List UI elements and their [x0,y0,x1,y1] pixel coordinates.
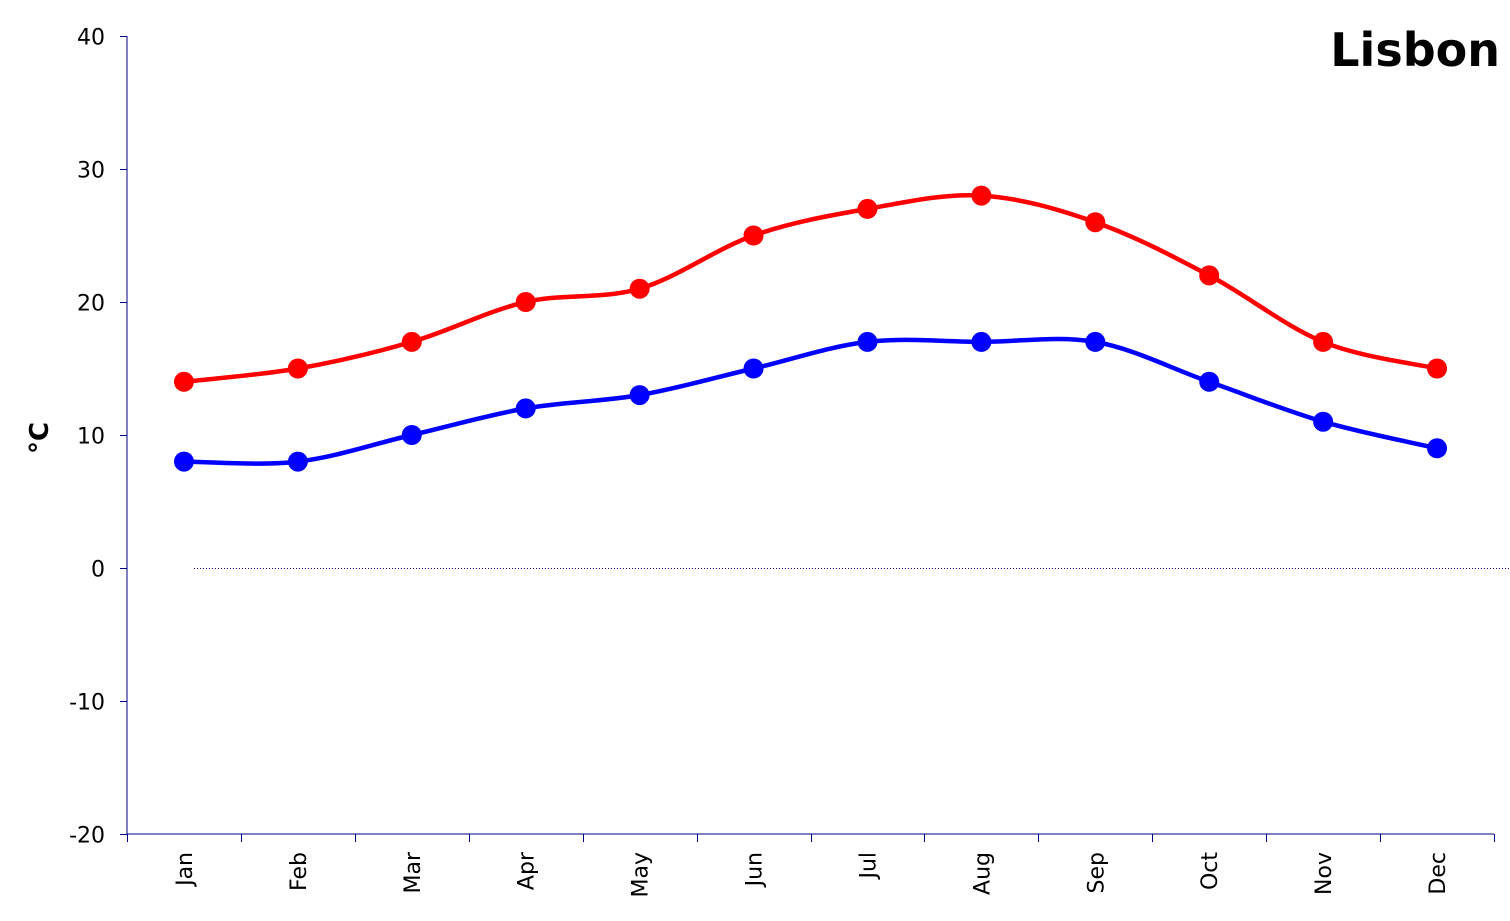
data-point [1313,331,1334,352]
data-point [173,451,194,472]
x-tick-label: Jun [743,852,768,888]
x-tick-label: Aug [970,852,995,895]
data-point [971,331,992,352]
data-point [971,185,992,206]
data-point [515,398,536,419]
x-tick-label: Mar [401,851,426,893]
x-tick-label: Nov [1312,852,1337,895]
x-tick-label: Oct [1198,852,1223,890]
series-line [181,336,1440,466]
data-point [401,425,422,445]
data-point [1199,371,1220,392]
data-point [1427,438,1448,459]
data-point [743,225,764,246]
y-tick-label: -20 [69,824,105,849]
y-tick-label: 20 [77,292,105,317]
chart-title: Lisbon [1330,23,1500,77]
data-point [287,358,308,379]
data-point [515,292,536,312]
data-point [287,451,308,472]
data-point [629,278,650,299]
data-point [1199,265,1220,286]
data-point [857,331,878,352]
x-tick-label: Feb [287,852,312,891]
x-tick-label: May [629,852,654,897]
x-tick-label: Dec [1426,852,1451,895]
data-point [401,331,422,352]
data-point [629,385,650,406]
data-point [1427,358,1448,379]
x-tick-label: Jan [173,852,198,888]
y-tick-label: 30 [77,159,105,184]
y-tick-label: -10 [69,691,105,716]
series-1 [173,185,1448,392]
x-tick-label: Jul [856,852,881,881]
data-point [1313,411,1334,432]
y-tick-label: 10 [77,425,105,450]
y-tick-label: 0 [91,558,105,583]
data-point [857,198,878,219]
y-tick-labels: -20 -10 0 10 20 30 40 [69,26,105,849]
data-point [173,371,194,392]
x-tick-label: Apr [515,851,540,890]
series-group [173,185,1448,472]
data-point [1085,212,1106,233]
y-tick-label: 40 [77,26,105,51]
series-2 [173,331,1448,472]
axes [120,36,1495,842]
x-tick-labels: Jan Feb Mar Apr May Jun Jul Aug Sep Oct Nov Dec [173,851,1451,897]
data-point [1085,331,1106,352]
y-axis-label: °C [25,422,55,454]
x-tick-label: Sep [1084,852,1109,893]
data-point [743,358,764,379]
